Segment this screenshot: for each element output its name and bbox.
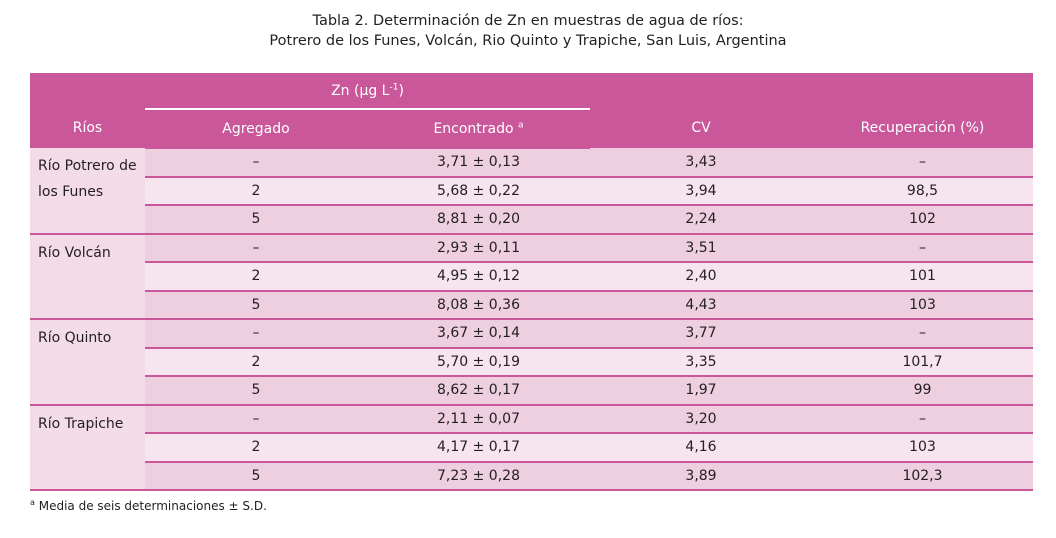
table-row: Río Quinto –3,67 ± 0,14 3,77–	[30, 319, 1033, 406]
table-row: 5 8,81 ± 0,20 2,24 102	[30, 205, 1033, 235]
cell-encontrado: 2,93 ± 0,11	[367, 233, 590, 263]
cell-encontrado: 4,95 ± 0,12	[367, 262, 590, 292]
river-name: Río Trapiche	[30, 404, 145, 491]
cell-cv: 3,51	[590, 233, 812, 263]
cell-agregado: 5	[145, 376, 367, 406]
cell-encontrado: 3,71 ± 0,13	[367, 148, 590, 178]
cell-agregado: 2	[145, 347, 367, 377]
header-cv: CV	[590, 73, 812, 148]
cell-recuperacion: 103	[812, 290, 1033, 320]
header-encontrado-label: Encontrado	[433, 120, 514, 137]
cell-agregado: 5	[145, 290, 367, 320]
cell-encontrado: 5,70 ± 0,19	[367, 347, 590, 377]
header-encontrado: Encontrado a	[367, 110, 590, 149]
cell-cv: 1,97	[590, 376, 812, 406]
river-name: Río Volcán	[30, 233, 145, 320]
table-header: Ríos Zn (µg L-1) CV Recuperación (%) Agr…	[30, 73, 1033, 149]
header-zn-sup: -1	[389, 82, 399, 93]
river-name: Río Potrero de los Funes	[30, 148, 145, 235]
cell-recuperacion: 98,5	[812, 176, 1033, 206]
cell-cv: 3,94	[590, 176, 812, 206]
cell-agregado: 2	[145, 262, 367, 292]
river-name: Río Quinto	[30, 319, 145, 406]
header-agregado: Agregado	[145, 110, 367, 149]
header-recuperacion: Recuperación (%)	[812, 73, 1033, 148]
cell-recuperacion: –	[812, 319, 1033, 349]
cell-encontrado: 7,23 ± 0,28	[367, 461, 590, 491]
cell-encontrado: 8,08 ± 0,36	[367, 290, 590, 320]
cell-agregado: 2	[145, 433, 367, 463]
cell-recuperacion: 102,3	[812, 461, 1033, 491]
cell-agregado: –	[145, 233, 367, 263]
cell-encontrado: 8,62 ± 0,17	[367, 376, 590, 406]
footnote-sup: a	[30, 498, 35, 507]
header-zn-text: Zn (µg L	[331, 83, 390, 99]
cell-cv: 4,43	[590, 290, 812, 320]
cell-recuperacion: 99	[812, 376, 1033, 406]
table-row: 5 8,08 ± 0,36 4,43 103	[30, 290, 1033, 320]
table-row: 2 5,70 ± 0,19 3,35 101,7	[30, 347, 1033, 377]
cell-cv: 3,89	[590, 461, 812, 491]
cell-agregado: –	[145, 148, 367, 178]
header-agregado-label: Agregado	[222, 120, 290, 137]
cell-cv: 3,35	[590, 347, 812, 377]
cell-encontrado: 5,68 ± 0,22	[367, 176, 590, 206]
header-zn-label: Zn (µg L-1)	[145, 83, 590, 110]
cell-cv: 4,16	[590, 433, 812, 463]
cell-recuperacion: –	[812, 404, 1033, 434]
header-cv-label: CV	[691, 120, 711, 136]
cell-agregado: 2	[145, 176, 367, 206]
cell-recuperacion: 101,7	[812, 347, 1033, 377]
cell-recuperacion: –	[812, 233, 1033, 263]
cell-cv: 3,43	[590, 148, 812, 178]
table-title-line-2: Potrero de los Funes, Volcán, Rio Quinto…	[269, 33, 787, 49]
cell-cv: 2,24	[590, 205, 812, 235]
table-title-line-1: Tabla 2. Determinación de Zn en muestras…	[312, 13, 744, 29]
cell-agregado: –	[145, 319, 367, 349]
table-title: Tabla 2. Determinación de Zn en muestras…	[0, 11, 1056, 51]
cell-cv: 3,77	[590, 319, 812, 349]
table-row: Río Trapiche –2,11 ± 0,07 3,20–	[30, 404, 1033, 491]
header-zn-close: )	[398, 83, 404, 99]
header-rios: Ríos	[30, 73, 145, 148]
cell-encontrado: 8,81 ± 0,20	[367, 205, 590, 235]
footnote-text: Media de seis determinaciones ± S.D.	[34, 499, 267, 513]
cell-recuperacion: 101	[812, 262, 1033, 292]
table-body: Río Potrero de los Funes –3,71 ± 0,13 3,43…	[30, 148, 1033, 491]
table-row: 2 5,68 ± 0,22 3,94 98,5	[30, 176, 1033, 206]
cell-agregado: 5	[145, 461, 367, 491]
cell-agregado: –	[145, 404, 367, 434]
cell-encontrado: 2,11 ± 0,07	[367, 404, 590, 434]
table-row: 2 4,17 ± 0,17 4,16 103	[30, 433, 1033, 463]
data-table: Ríos Zn (µg L-1) CV Recuperación (%) Agr…	[30, 73, 1033, 491]
header-recuperacion-label: Recuperación (%)	[860, 120, 985, 136]
table-row: 5 7,23 ± 0,28 3,89 102,3	[30, 461, 1033, 491]
cell-recuperacion: 103	[812, 433, 1033, 463]
table-row: 5 8,62 ± 0,17 1,97 99	[30, 376, 1033, 406]
footnote: a Media de seis determinaciones ± S.D.	[30, 498, 267, 514]
table-row: Río Potrero de los Funes –3,71 ± 0,13 3,43…	[30, 148, 1033, 235]
table-row: 2 4,95 ± 0,12 2,40 101	[30, 262, 1033, 292]
header-zn: Zn (µg L-1)	[145, 73, 590, 110]
header-zn-rule	[145, 108, 590, 110]
table-row: Río Volcán –2,93 ± 0,11 3,51–	[30, 233, 1033, 320]
header-encontrado-sup: a	[518, 119, 524, 130]
cell-cv: 2,40	[590, 262, 812, 292]
cell-recuperacion: –	[812, 148, 1033, 178]
cell-encontrado: 4,17 ± 0,17	[367, 433, 590, 463]
cell-recuperacion: 102	[812, 205, 1033, 235]
header-rios-label: Ríos	[72, 120, 103, 136]
cell-cv: 3,20	[590, 404, 812, 434]
cell-agregado: 5	[145, 205, 367, 235]
cell-encontrado: 3,67 ± 0,14	[367, 319, 590, 349]
